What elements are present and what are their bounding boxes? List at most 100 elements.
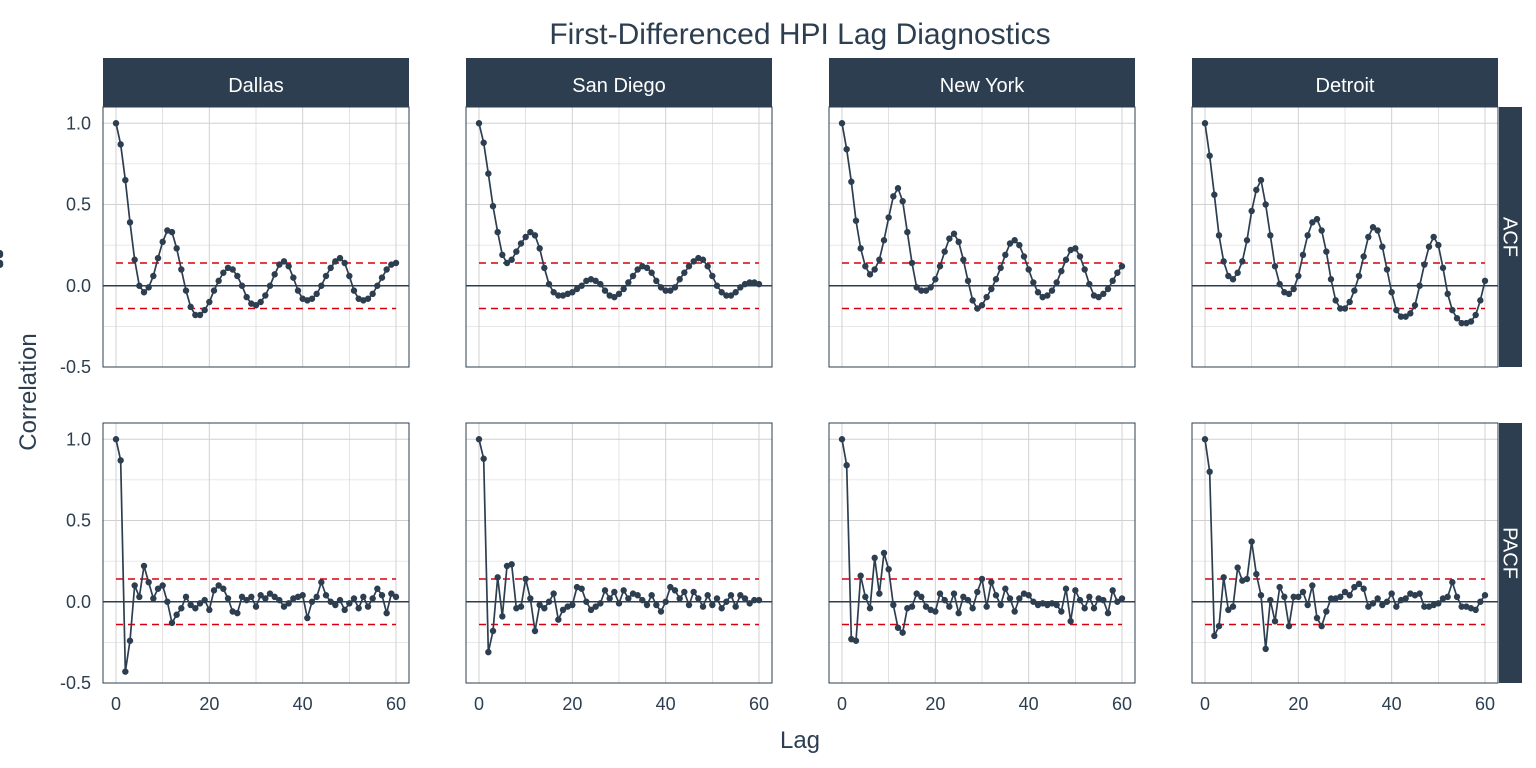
data-point <box>1337 593 1344 601</box>
data-point <box>1355 272 1363 280</box>
data-point <box>503 259 511 267</box>
data-point <box>1430 233 1437 241</box>
data-point <box>206 298 213 306</box>
x-tick-label: 20 <box>925 694 945 714</box>
data-point <box>1393 306 1400 314</box>
data-point <box>974 305 981 312</box>
data-point <box>541 605 548 612</box>
data-point <box>522 575 529 583</box>
data-point <box>290 274 297 281</box>
panel-san-diego-pacf: 0 20 40 60 <box>465 422 773 714</box>
data-point <box>936 590 944 597</box>
data-point <box>392 259 400 267</box>
data-point <box>704 592 711 599</box>
data-point <box>555 292 562 299</box>
data-point <box>285 600 292 607</box>
data-point <box>615 290 623 298</box>
y-tick-label: 1.0 <box>66 429 91 449</box>
panel-border <box>102 422 410 684</box>
data-point <box>1449 579 1456 586</box>
data-point <box>378 274 386 281</box>
data-point <box>173 611 180 618</box>
x-tick-label: 60 <box>386 694 406 714</box>
x-tick-label: 0 <box>474 694 484 714</box>
data-point <box>341 606 348 614</box>
panel-dallas-acf: -0.5 0.0 0.5 1.0 <box>60 106 410 377</box>
data-point <box>480 139 487 146</box>
data-point <box>1006 240 1014 247</box>
data-point <box>1435 600 1442 607</box>
data-point <box>1229 276 1237 283</box>
data-point <box>220 585 227 592</box>
y-tick-label: -0.5 <box>60 357 91 377</box>
x-tick-label: 40 <box>293 694 313 714</box>
data-point <box>1477 297 1484 304</box>
data-point <box>1388 289 1395 296</box>
panel-san-diego-acf <box>465 106 773 368</box>
data-point <box>1346 298 1353 306</box>
data-point <box>1248 207 1255 215</box>
data-point <box>322 272 330 280</box>
data-point <box>908 603 916 610</box>
data-point <box>304 614 311 622</box>
data-point <box>653 277 660 285</box>
data-point <box>374 585 381 592</box>
panel-border <box>1191 422 1499 684</box>
data-point <box>369 595 376 602</box>
data-point <box>1458 603 1465 610</box>
data-point <box>1299 588 1307 596</box>
data-point <box>187 303 194 311</box>
data-point <box>1011 237 1018 244</box>
data-point <box>1053 279 1060 286</box>
data-point <box>215 582 222 589</box>
x-tick-label: 40 <box>1382 694 1402 714</box>
data-point <box>332 258 339 265</box>
data-point <box>522 233 529 241</box>
data-point <box>1453 593 1461 601</box>
data-point <box>857 245 864 252</box>
data-point <box>732 603 739 610</box>
data-point <box>485 170 492 177</box>
panel-border <box>102 106 410 368</box>
data-point <box>899 198 906 205</box>
data-point <box>611 588 618 596</box>
data-point <box>941 248 948 255</box>
data-point <box>243 596 250 604</box>
data-point <box>1267 596 1274 604</box>
data-point <box>168 228 176 236</box>
data-point <box>1281 593 1288 601</box>
data-point <box>327 264 334 272</box>
data-point <box>308 295 316 302</box>
data-point <box>1407 310 1414 317</box>
data-point <box>1234 269 1241 276</box>
data-point <box>136 282 143 289</box>
data-point <box>210 287 218 294</box>
data-point <box>280 603 288 610</box>
data-point <box>252 603 260 610</box>
data-point <box>620 285 627 293</box>
data-point <box>988 579 995 586</box>
data-point <box>1220 574 1227 581</box>
data-point <box>1351 287 1358 294</box>
data-point <box>992 276 1000 283</box>
data-point <box>266 590 274 597</box>
data-point <box>489 202 497 210</box>
data-point <box>918 287 925 294</box>
y-tick-label: 0.0 <box>66 276 91 296</box>
data-point <box>1332 297 1339 304</box>
data-point <box>625 595 632 602</box>
data-point <box>485 648 492 656</box>
data-point <box>1477 598 1484 605</box>
data-point <box>997 264 1004 272</box>
data-point <box>657 284 665 291</box>
data-point <box>536 245 543 252</box>
data-point <box>1299 251 1307 259</box>
data-point <box>1257 592 1265 599</box>
data-point <box>154 254 162 262</box>
data-point <box>843 146 850 153</box>
x-tick-label: 20 <box>199 694 219 714</box>
data-point <box>1225 272 1232 280</box>
data-point <box>676 276 683 283</box>
data-point <box>1449 306 1456 314</box>
data-point <box>527 595 534 602</box>
